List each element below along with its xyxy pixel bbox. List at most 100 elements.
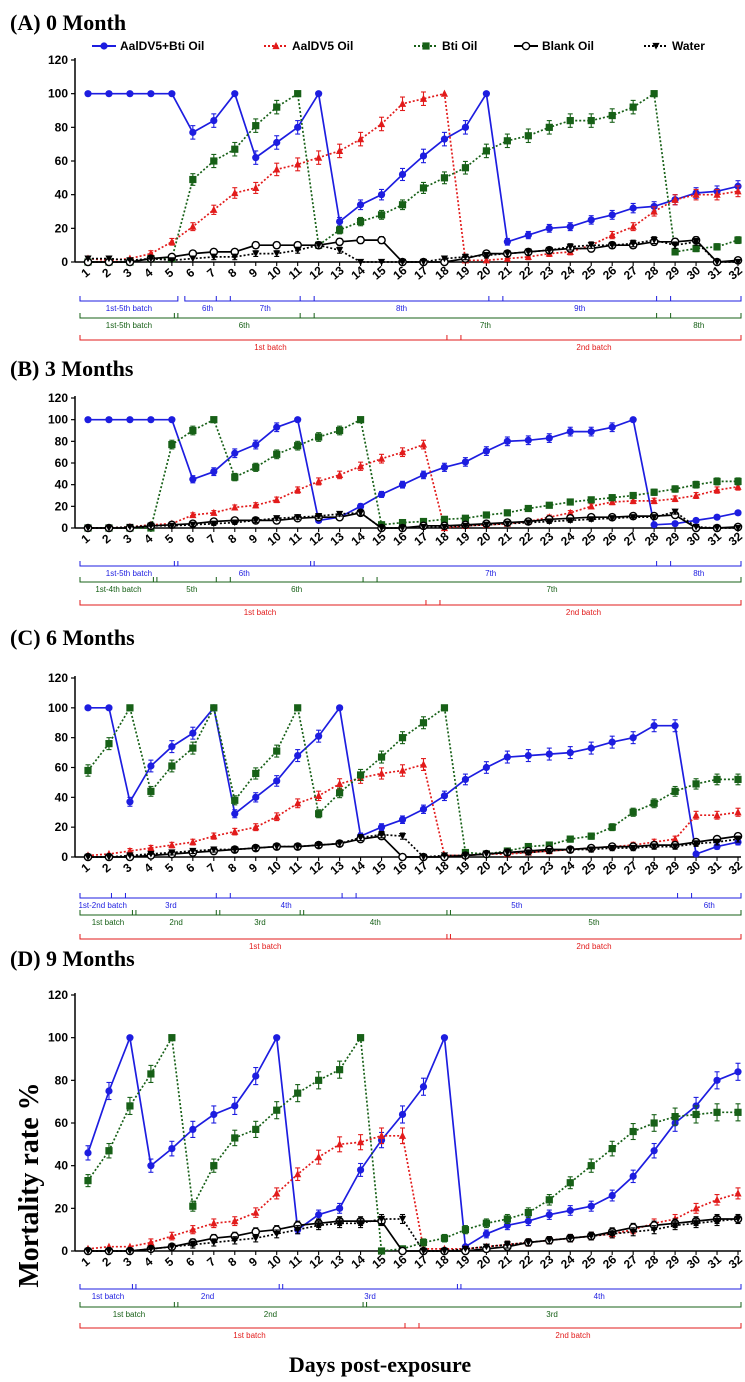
data-point bbox=[692, 1220, 700, 1227]
data-point bbox=[84, 766, 92, 775]
batch-bracket bbox=[79, 600, 441, 606]
data-point bbox=[629, 514, 637, 521]
series-line bbox=[88, 91, 739, 243]
data-point bbox=[566, 748, 574, 757]
data-point bbox=[692, 244, 700, 253]
x-tick-label: 26 bbox=[600, 263, 619, 283]
data-point bbox=[210, 832, 218, 840]
data-point bbox=[734, 1189, 742, 1197]
data-point bbox=[189, 1125, 197, 1133]
data-point bbox=[503, 238, 511, 246]
data-point bbox=[377, 769, 386, 777]
data-point bbox=[629, 240, 637, 248]
series-line bbox=[87, 763, 739, 857]
data-point bbox=[252, 769, 260, 778]
x-tick-label: 32 bbox=[726, 263, 745, 283]
x-tick-label: 10 bbox=[265, 263, 284, 283]
data-point bbox=[587, 117, 595, 125]
data-point bbox=[273, 250, 281, 258]
data-point bbox=[336, 146, 344, 154]
x-tick-label: 26 bbox=[600, 858, 619, 878]
batch-bracket bbox=[310, 561, 672, 567]
x-tick-label: 7 bbox=[204, 1254, 218, 1269]
batch-label: 1st-4th batch bbox=[95, 585, 141, 594]
series bbox=[84, 416, 742, 529]
x-tick-label: 30 bbox=[684, 858, 703, 878]
data-point bbox=[356, 1220, 365, 1227]
data-point bbox=[273, 777, 281, 785]
data-point bbox=[671, 1222, 679, 1229]
series bbox=[84, 1213, 742, 1255]
data-point bbox=[231, 1102, 239, 1110]
data-point bbox=[336, 1220, 344, 1227]
data-point bbox=[398, 1110, 407, 1119]
data-point bbox=[629, 1172, 637, 1180]
data-point bbox=[398, 481, 407, 489]
x-tick-label: 11 bbox=[286, 263, 305, 282]
data-point bbox=[629, 222, 637, 230]
y-tick-label: 80 bbox=[55, 731, 69, 745]
batch-bracket bbox=[79, 934, 451, 940]
x-tick-label: 23 bbox=[537, 529, 556, 549]
legend-marker bbox=[272, 41, 280, 50]
data-point bbox=[671, 195, 679, 203]
data-point bbox=[629, 844, 637, 852]
data-point bbox=[147, 1238, 155, 1246]
x-tick-label: 15 bbox=[369, 858, 388, 878]
x-tick-label: 14 bbox=[348, 858, 367, 878]
batch-label: 3rd bbox=[546, 1310, 558, 1319]
data-point bbox=[294, 90, 302, 98]
legend-marker bbox=[100, 42, 108, 50]
batch-bracket bbox=[152, 577, 231, 583]
batch-label: 2nd batch bbox=[576, 343, 611, 352]
data-point bbox=[168, 1231, 176, 1240]
batch-label: 8th bbox=[693, 569, 704, 578]
data-point bbox=[189, 426, 197, 435]
data-point bbox=[189, 1202, 197, 1210]
x-tick-label: 19 bbox=[453, 1252, 472, 1272]
data-point bbox=[377, 1131, 386, 1139]
data-point bbox=[273, 495, 281, 503]
data-point bbox=[671, 787, 679, 795]
x-tick-label: 19 bbox=[453, 263, 472, 283]
x-tick-label: 24 bbox=[558, 1252, 577, 1272]
data-point bbox=[608, 738, 616, 746]
data-point bbox=[398, 852, 407, 862]
x-tick-label: 18 bbox=[432, 858, 451, 878]
y-tick-label: 100 bbox=[48, 701, 68, 715]
data-point bbox=[566, 1235, 574, 1242]
data-point bbox=[629, 491, 637, 500]
data-point bbox=[273, 1106, 281, 1114]
data-point bbox=[524, 252, 532, 261]
batch-label: 7th bbox=[260, 304, 271, 313]
x-tick-label: 4 bbox=[141, 531, 155, 546]
x-tick-label: 5 bbox=[162, 531, 176, 546]
data-point bbox=[482, 850, 490, 858]
x-tick-label: 9 bbox=[246, 1254, 260, 1269]
data-point bbox=[608, 515, 616, 522]
data-point bbox=[126, 257, 134, 264]
data-point bbox=[713, 243, 721, 251]
batch-label: 1st-5th batch bbox=[106, 321, 152, 330]
x-tick-label: 13 bbox=[327, 858, 346, 878]
data-point bbox=[273, 747, 281, 755]
data-point bbox=[252, 844, 260, 852]
series-line bbox=[88, 239, 738, 263]
data-point bbox=[336, 840, 344, 848]
data-point bbox=[608, 494, 616, 502]
batch-label: 4th bbox=[594, 1292, 605, 1301]
data-point bbox=[105, 90, 113, 98]
data-point bbox=[524, 751, 532, 760]
data-point bbox=[461, 522, 470, 530]
data-point bbox=[440, 1034, 449, 1042]
data-point bbox=[734, 509, 742, 517]
y-tick-label: 120 bbox=[48, 53, 68, 67]
batch-label: 1st batch bbox=[233, 1331, 265, 1340]
data-point bbox=[273, 165, 281, 173]
data-point bbox=[356, 509, 365, 517]
data-point bbox=[587, 427, 595, 436]
data-point bbox=[587, 846, 595, 854]
data-point bbox=[356, 1138, 365, 1146]
data-point bbox=[545, 247, 553, 254]
